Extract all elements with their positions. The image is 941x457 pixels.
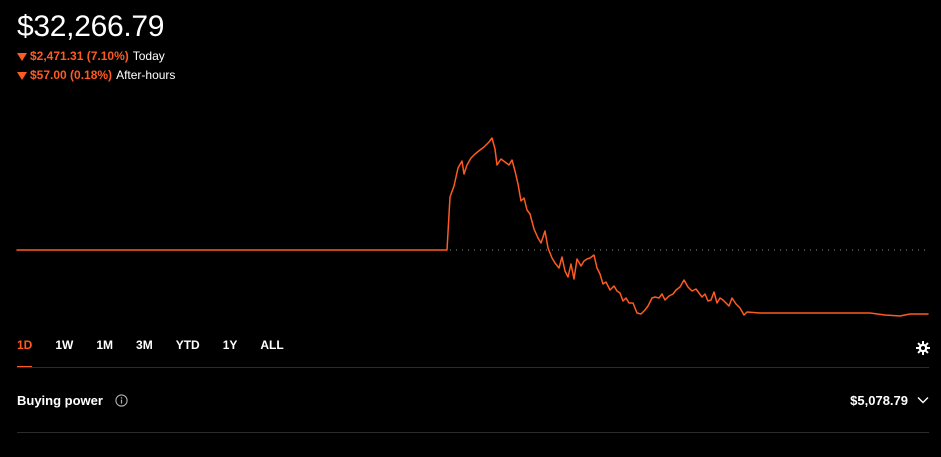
- range-divider: [17, 367, 929, 368]
- buying-power-value: $5,078.79: [850, 392, 908, 408]
- range-tab-1m[interactable]: 1M: [96, 338, 114, 352]
- range-tab-3m[interactable]: 3M: [136, 338, 153, 352]
- price-chart[interactable]: [0, 0, 941, 330]
- price-line: [16, 137, 929, 317]
- portfolio-value: $32,266.79: [17, 10, 165, 43]
- chevron-down-icon[interactable]: [917, 396, 929, 404]
- range-tab-all[interactable]: ALL: [260, 338, 284, 352]
- arrow-down-icon: [17, 53, 27, 61]
- arrow-down-icon: [17, 72, 27, 80]
- info-icon[interactable]: [115, 393, 128, 407]
- buying-power-divider: [17, 432, 929, 433]
- after-hours-label: After-hours: [116, 68, 176, 82]
- gear-icon[interactable]: [915, 340, 931, 356]
- after-hours-change: $57.00 (0.18%): [30, 68, 113, 82]
- range-tab-1y[interactable]: 1Y: [222, 338, 238, 352]
- today-change-row: $2,471.31 (7.10%) Today: [17, 48, 165, 64]
- range-tab-ytd[interactable]: YTD: [175, 338, 200, 352]
- after-hours-change-row: $57.00 (0.18%) After-hours: [17, 67, 175, 83]
- range-tab-1d[interactable]: 1D: [17, 338, 33, 368]
- buying-power-label: Buying power: [17, 392, 103, 408]
- buying-power-row[interactable]: Buying power $5,078.79: [17, 390, 929, 410]
- range-tab-1w[interactable]: 1W: [55, 338, 74, 352]
- today-change: $2,471.31 (7.10%): [30, 49, 129, 63]
- range-selector: 1D 1W 1M 3M YTD 1Y ALL: [17, 338, 307, 368]
- today-label: Today: [132, 49, 165, 63]
